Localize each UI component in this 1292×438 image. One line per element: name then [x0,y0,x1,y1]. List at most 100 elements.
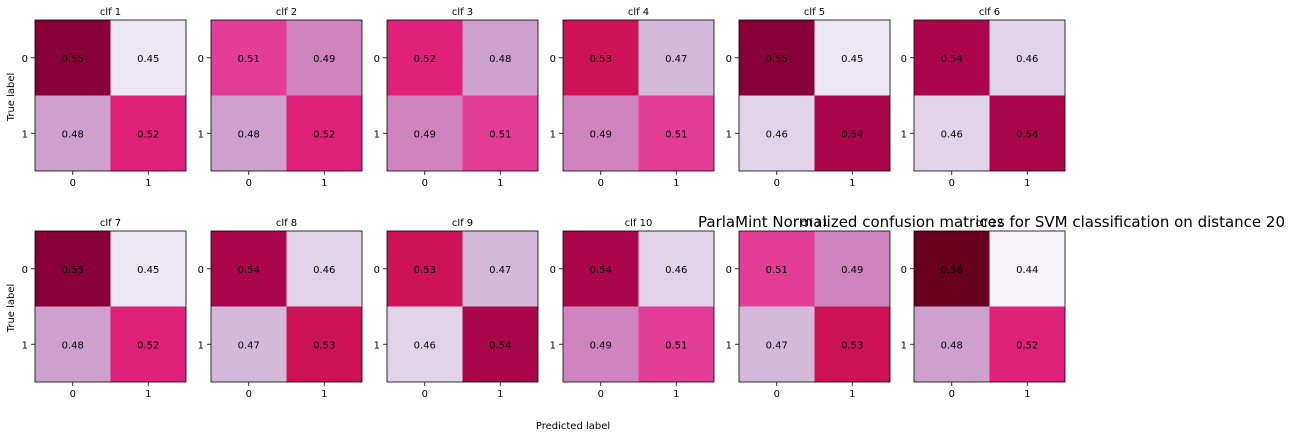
cell-value: 0.54 [941,54,963,65]
cell-value: 0.54 [238,265,260,276]
y-tick-label: 1 [550,129,556,140]
y-tick-label: 0 [198,265,204,276]
matrix-cell [286,20,362,96]
x-tick-label: 1 [849,178,855,189]
panel-title: clf 11 [801,218,829,229]
cell-value: 0.55 [62,54,84,65]
y-tick-label: 0 [550,265,556,276]
cell-value: 0.45 [137,265,159,276]
matrix-cell [739,231,815,307]
cell-value: 0.54 [590,265,612,276]
x-tick-label: 0 [422,178,428,189]
matrix-cell [211,306,287,382]
cell-value: 0.54 [1016,129,1038,140]
cell-value: 0.49 [841,265,863,276]
x-tick-label: 1 [145,389,151,400]
x-tick-label: 1 [145,178,151,189]
y-tick-label: 1 [901,340,907,351]
matrix-cell [462,231,538,307]
matrix-cell [286,95,362,171]
y-tick-label: 0 [726,54,732,65]
cell-value: 0.53 [841,340,863,351]
cell-value: 0.49 [414,129,436,140]
matrix-cell [563,231,639,307]
matrix-panel: clf 2 0.51 0.49 0.48 0.52 0 0 1 1 [198,7,363,189]
matrix-cell [814,306,890,382]
cell-value: 0.55 [62,265,84,276]
matrix-cell [914,231,990,307]
matrix-cell [35,306,111,382]
matrix-panel: clf 11 0.51 0.49 0.47 0.53 0 0 1 1 [726,218,891,400]
matrix-cell [110,20,186,96]
y-tick-label: 0 [550,54,556,65]
matrix-cell [814,95,890,171]
x-tick-label: 0 [422,389,428,400]
y-tick-label: 0 [374,265,380,276]
matrix-cell [462,20,538,96]
panel-title: clf 7 [100,218,121,229]
y-axis-label: True label [6,284,17,334]
matrix-panel: clf 12 0.56 0.44 0.48 0.52 0 0 1 1 [901,218,1066,400]
panel-title: clf 6 [979,7,1000,18]
matrix-cell [739,95,815,171]
cell-value: 0.47 [766,340,788,351]
panel-frame [34,230,187,383]
matrix-cell [110,95,186,171]
panel-title: clf 4 [628,7,649,18]
cell-value: 0.54 [841,129,863,140]
cell-value: 0.52 [1016,340,1038,351]
matrix-cell [387,20,463,96]
x-tick-label: 0 [246,178,252,189]
x-tick-label: 0 [774,178,780,189]
cell-value: 0.46 [414,340,436,351]
cell-value: 0.54 [489,340,511,351]
cell-value: 0.49 [313,54,335,65]
cell-value: 0.46 [1016,54,1038,65]
y-tick-label: 1 [726,340,732,351]
matrix-cell [989,95,1065,171]
y-tick-label: 1 [374,129,380,140]
panel-frame [386,230,539,383]
x-tick-label: 0 [246,389,252,400]
cell-value: 0.48 [62,340,84,351]
y-tick-label: 1 [726,129,732,140]
matrix-cell [814,20,890,96]
matrix-cell [914,306,990,382]
x-tick-label: 0 [598,178,604,189]
matrix-panel: clf 6 0.54 0.46 0.46 0.54 0 0 1 1 [901,7,1066,189]
matrix-panel: clf 5 0.55 0.45 0.46 0.54 0 0 1 1 [726,7,891,189]
x-tick-label: 1 [849,389,855,400]
cell-value: 0.51 [489,129,511,140]
y-tick-label: 0 [901,54,907,65]
cell-value: 0.51 [766,265,788,276]
matrix-cell [914,95,990,171]
matrix-cell [35,231,111,307]
x-tick-label: 1 [497,389,503,400]
panel-frame [913,230,1066,383]
cell-value: 0.46 [665,265,687,276]
panel-title: clf 12 [976,218,1004,229]
matrix-cell [638,95,714,171]
panel-title: clf 2 [276,7,297,18]
matrix-cell [638,20,714,96]
panels: clf 1 0.55 0.45 0.48 0.52 0 0 1 1 clf 2 0.51 0.49 0.… [22,7,1066,400]
panel-frame [210,230,363,383]
matrix-cell [989,20,1065,96]
matrix-cell [211,20,287,96]
matrix-cell [814,231,890,307]
cell-value: 0.55 [766,54,788,65]
panel-title: clf 1 [100,7,121,18]
x-tick-label: 0 [949,178,955,189]
matrix-cell [563,20,639,96]
y-tick-label: 0 [726,265,732,276]
panel-frame [210,19,363,172]
cell-value: 0.53 [590,54,612,65]
panel-frame [386,19,539,172]
cell-value: 0.48 [238,129,260,140]
x-tick-label: 0 [949,389,955,400]
x-tick-label: 1 [321,389,327,400]
x-tick-label: 1 [673,389,679,400]
cell-value: 0.52 [414,54,436,65]
cell-value: 0.56 [941,265,963,276]
y-tick-label: 1 [374,340,380,351]
